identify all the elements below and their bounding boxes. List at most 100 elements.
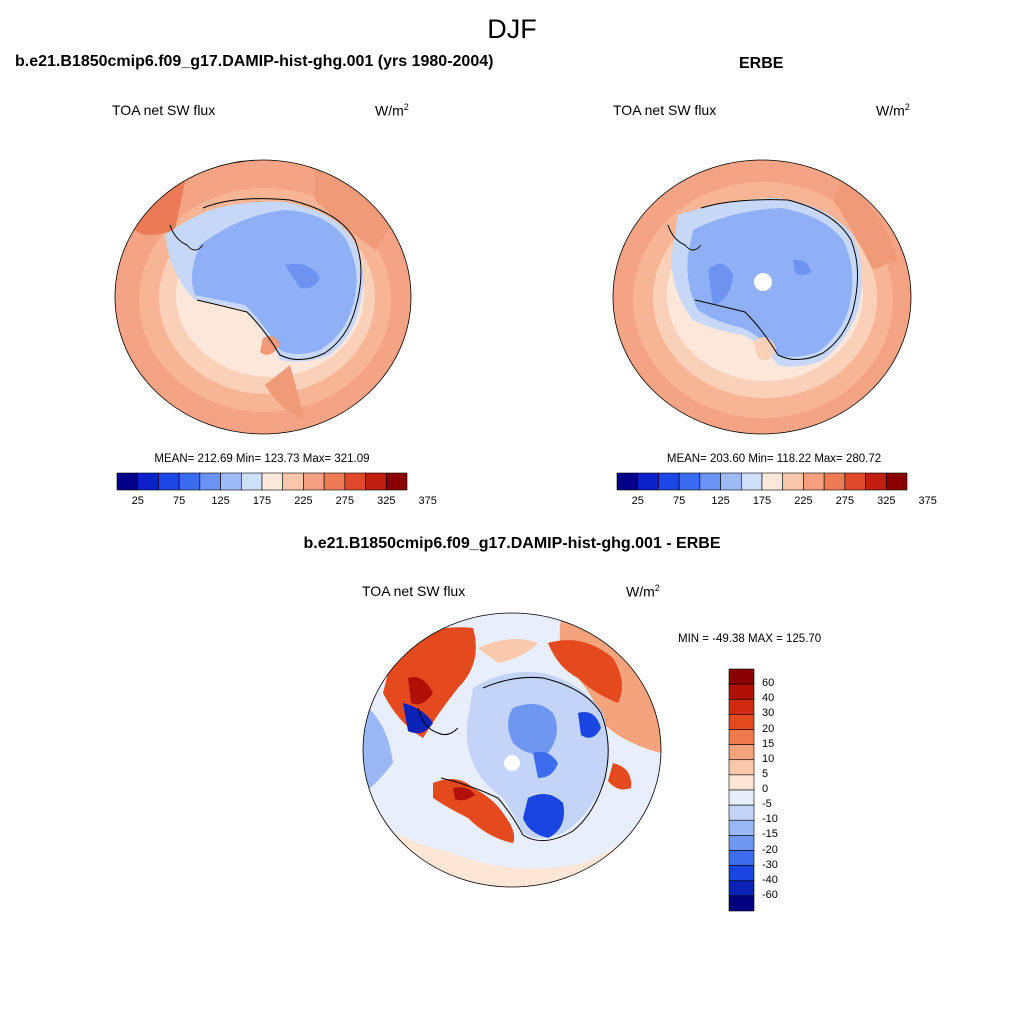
colorbar-swatch <box>728 850 755 866</box>
panel2-variable-label: TOA net SW flux <box>613 102 717 118</box>
colorbar-swatch <box>728 804 755 821</box>
colorbar-swatch <box>761 472 784 491</box>
colorbar-swatch <box>616 472 639 491</box>
colorbar-tick-label: 0 <box>762 783 769 795</box>
panel3-units: W/m2 <box>626 583 660 600</box>
panel3-polar-map <box>362 612 662 888</box>
colorbar-swatch <box>885 472 908 491</box>
colorbar-tick-label: 375 <box>918 495 937 507</box>
colorbar-swatch <box>137 472 159 491</box>
colorbar-swatch <box>728 880 755 897</box>
colorbar-tick-label: 175 <box>752 495 772 507</box>
colorbar-tick-label: 25 <box>631 495 644 507</box>
colorbar-swatch <box>823 472 846 491</box>
colorbar-swatch <box>740 472 763 491</box>
colorbar-tick-label: -40 <box>762 873 778 886</box>
colorbar-tick-label: 325 <box>377 495 396 507</box>
panel1-units: W/m2 <box>375 102 409 119</box>
colorbar-tick-label: 225 <box>794 495 813 507</box>
colorbar-swatch <box>728 774 755 791</box>
colorbar-tick-label: 375 <box>418 495 437 507</box>
panel1-units-exponent: 2 <box>403 102 409 112</box>
colorbar-swatch <box>803 472 825 491</box>
colorbar-tick-label: -5 <box>762 798 772 811</box>
panel2-units-exponent: 2 <box>904 102 910 112</box>
colorbar-tick-label: 40 <box>762 692 775 705</box>
colorbar-swatch <box>385 472 408 491</box>
panel2-polar-map <box>612 159 912 435</box>
panel3-units-base: W/m <box>626 583 655 600</box>
panel1-stats: MEAN= 212.69 Min= 123.73 Max= 321.09 <box>154 453 370 465</box>
panel1-colorbar <box>116 472 408 491</box>
colorbar-tick-label: 275 <box>835 495 855 507</box>
panel2-title: ERBE <box>739 55 784 72</box>
colorbar-swatch <box>728 714 755 730</box>
colorbar-swatch <box>158 472 180 491</box>
colorbar-swatch <box>728 789 755 806</box>
colorbar-swatch <box>728 895 755 912</box>
panel1-units-base: W/m <box>375 102 404 119</box>
colorbar-swatch <box>323 472 346 491</box>
colorbar-tick-label: 20 <box>762 722 775 735</box>
panel3-units-exponent: 2 <box>654 583 660 593</box>
colorbar-swatch <box>728 819 755 836</box>
panel1-variable-label: TOA net SW flux <box>112 102 216 118</box>
colorbar-swatch <box>637 472 659 491</box>
colorbar-swatch <box>178 472 201 491</box>
colorbar-swatch <box>728 865 755 882</box>
colorbar-tick-label: 60 <box>762 677 775 690</box>
colorbar-tick-label: 15 <box>762 737 775 750</box>
colorbar-tick-label: -30 <box>762 858 778 871</box>
colorbar-swatch <box>844 472 866 491</box>
colorbar-tick-label: -60 <box>762 888 778 901</box>
panel2-units-base: W/m <box>876 102 905 119</box>
colorbar-swatch <box>720 472 742 491</box>
colorbar-swatch <box>344 472 366 491</box>
colorbar-tick-label: -10 <box>762 813 778 826</box>
panel2-units: W/m2 <box>876 102 910 119</box>
colorbar-swatch <box>282 472 304 491</box>
colorbar-tick-label: 225 <box>294 495 313 507</box>
panel3-stats: MIN = -49.38 MAX = 125.70 <box>678 633 822 645</box>
colorbar-swatch <box>728 729 755 745</box>
colorbar-swatch <box>303 472 325 491</box>
colorbar-tick-label: 275 <box>335 495 355 507</box>
colorbar-swatch <box>728 683 755 700</box>
colorbar-swatch <box>240 472 263 491</box>
colorbar-swatch <box>658 472 680 491</box>
colorbar-swatch <box>220 472 242 491</box>
colorbar-swatch <box>728 698 755 715</box>
colorbar-tick-label: 125 <box>211 495 230 507</box>
panel1-title: b.e21.B1850cmip6.f09_g17.DAMIP-hist-ghg.… <box>15 53 494 70</box>
panel3-colorbar <box>728 668 755 912</box>
panel2-stats: MEAN= 203.60 Min= 118.22 Max= 280.72 <box>666 453 882 465</box>
colorbar-swatch <box>728 668 755 685</box>
colorbar-tick-label: 125 <box>711 495 730 507</box>
panel1-polar-map <box>114 159 412 435</box>
colorbar-tick-label: 25 <box>131 495 144 507</box>
colorbar-swatch <box>261 472 284 491</box>
colorbar-swatch <box>365 472 387 491</box>
colorbar-tick-label: 325 <box>877 495 896 507</box>
colorbar-tick-label: 10 <box>762 752 775 765</box>
colorbar-tick-label: -20 <box>762 843 778 856</box>
colorbar-tick-label: 175 <box>252 495 272 507</box>
colorbar-swatch <box>728 744 755 761</box>
colorbar-swatch <box>728 835 755 851</box>
colorbar-swatch <box>116 472 139 491</box>
colorbar-tick-label: 5 <box>762 767 769 780</box>
colorbar-tick-label: 30 <box>762 707 775 720</box>
colorbar-swatch <box>865 472 887 491</box>
colorbar-swatch <box>678 472 701 491</box>
colorbar-tick-label: 75 <box>673 495 686 507</box>
panel2-colorbar <box>616 472 908 491</box>
colorbar-swatch <box>199 472 221 491</box>
colorbar-swatch <box>728 759 755 776</box>
colorbar-tick-label: 75 <box>173 495 186 507</box>
colorbar-tick-label: -15 <box>762 828 778 841</box>
plot-title: DJF <box>487 14 537 44</box>
colorbar-swatch <box>699 472 721 491</box>
colorbar-swatch <box>782 472 804 491</box>
panel3-variable-label: TOA net SW flux <box>362 583 466 599</box>
panel3-title: b.e21.B1850cmip6.f09_g17.DAMIP-hist-ghg.… <box>303 535 721 552</box>
